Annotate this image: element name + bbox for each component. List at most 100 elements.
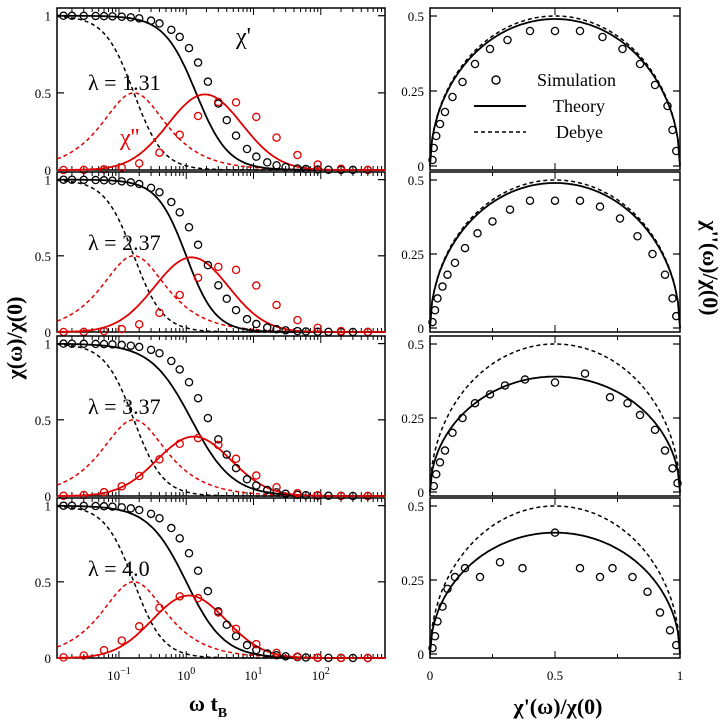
sim-imag-point (363, 653, 373, 663)
ytick-label: 0.5 (35, 413, 51, 428)
sim-point (429, 481, 438, 491)
sim-point (650, 425, 660, 435)
right-row-1: 0 0.25 0.5 (401, 7, 681, 174)
right-row-3: 0 0.25 0.5 (401, 335, 682, 500)
sim-real-point (301, 327, 311, 336)
debye-imag-line (56, 581, 385, 659)
sim-point (633, 231, 642, 241)
sim-real-point (281, 162, 290, 172)
sim-imag-point (155, 455, 164, 464)
sim-point (655, 608, 665, 617)
xtick-label: 0.5 (547, 668, 563, 683)
ytick-label: 0 (45, 651, 52, 666)
sim-point (488, 217, 497, 226)
sim-point (660, 446, 670, 455)
ytick-label: 0 (45, 489, 52, 504)
sim-real-point (222, 294, 231, 304)
sim-real-point (324, 165, 333, 174)
sim-point (635, 59, 645, 69)
sim-real-point (222, 620, 231, 630)
sim-real-point (59, 11, 68, 21)
sim-point (575, 26, 585, 36)
sim-point (668, 125, 677, 135)
sim-point (443, 270, 452, 279)
right-ylabel-text: χ''(ω)/χ(0) (698, 219, 720, 315)
legend-simulation-marker (491, 75, 501, 85)
sim-imag-point (252, 112, 261, 122)
sim-point (598, 32, 607, 42)
sim-real-point (155, 348, 164, 358)
sim-point (440, 107, 450, 117)
sim-real-point (134, 342, 144, 352)
sim-point (433, 294, 442, 303)
sim-real-point (175, 365, 184, 374)
sim-imag-point (272, 482, 281, 492)
sim-point (550, 26, 560, 36)
sim-point (643, 587, 652, 597)
sim-point (628, 572, 637, 582)
chi-double-prime-label: χ'' (119, 125, 139, 151)
theory-arc (429, 375, 681, 493)
legend-debye-label: Debye (556, 122, 603, 142)
sim-imag-point (134, 320, 144, 329)
right-row-2-frame (429, 171, 681, 333)
ytick-label: 0.5 (408, 9, 424, 24)
sim-point (635, 410, 645, 420)
sim-point (438, 602, 447, 611)
sim-real-point (79, 339, 89, 349)
sim-imag-point (175, 439, 184, 449)
sim-imag-point (231, 454, 241, 464)
sim-real-point (252, 319, 261, 329)
sim-point (470, 398, 480, 408)
sim-point (428, 155, 437, 165)
left-xlabel-sub: B (218, 706, 227, 721)
sim-real-point (167, 523, 176, 533)
theory-imag-line (57, 435, 385, 497)
sim-point (580, 369, 590, 378)
sim-point (525, 26, 535, 36)
sim-imag-point (117, 482, 126, 491)
sim-real-point (134, 179, 144, 189)
ytick-label: 0.5 (35, 249, 51, 264)
right-row-4: 0 0.25 0.5 0 0.5 1 (401, 497, 683, 683)
sim-point (575, 196, 585, 205)
sim-imag-point (134, 471, 144, 481)
theory-imag-line (57, 594, 385, 659)
sim-point (428, 643, 437, 653)
sim-imag-point (293, 150, 302, 160)
sim-imag-point (193, 593, 203, 603)
sim-point (550, 378, 560, 387)
sim-point (429, 143, 438, 153)
sim-imag-point (231, 624, 241, 634)
sim-real-point (91, 11, 100, 21)
sim-real-point (167, 356, 176, 366)
debye-real-line (56, 179, 385, 333)
sim-point (448, 92, 457, 102)
sim-imag-point (99, 487, 109, 497)
ytick-label: 0.25 (401, 411, 424, 426)
left-row-3: 0 0.5 1 λ = 3.37 (35, 335, 386, 504)
debye-imag-line (56, 419, 385, 497)
ytick-label: 1 (45, 9, 52, 24)
ytick-label: 0.25 (401, 84, 424, 99)
sim-point (458, 77, 467, 87)
sim-imag-point (155, 603, 164, 613)
sim-real-point (134, 14, 144, 23)
debye-real-line (56, 505, 385, 659)
sim-real-point (203, 413, 213, 423)
sim-real-point (252, 481, 261, 490)
sim-point (668, 294, 677, 303)
sim-real-point (193, 58, 203, 67)
debye-arc (429, 179, 681, 329)
sim-point (623, 398, 632, 408)
sim-point (475, 572, 485, 582)
sim-real-point (214, 281, 223, 290)
theory-arc (429, 531, 681, 655)
ytick-label: 0 (45, 163, 52, 178)
lambda-label: λ = 4.0 (88, 556, 150, 581)
sim-imag-point (293, 488, 302, 498)
sim-real-point (231, 463, 241, 473)
debye-arc (429, 343, 681, 493)
left-row-2: 0 0.5 1 λ = 2.37 (35, 171, 386, 340)
sim-imag-point (134, 622, 144, 631)
